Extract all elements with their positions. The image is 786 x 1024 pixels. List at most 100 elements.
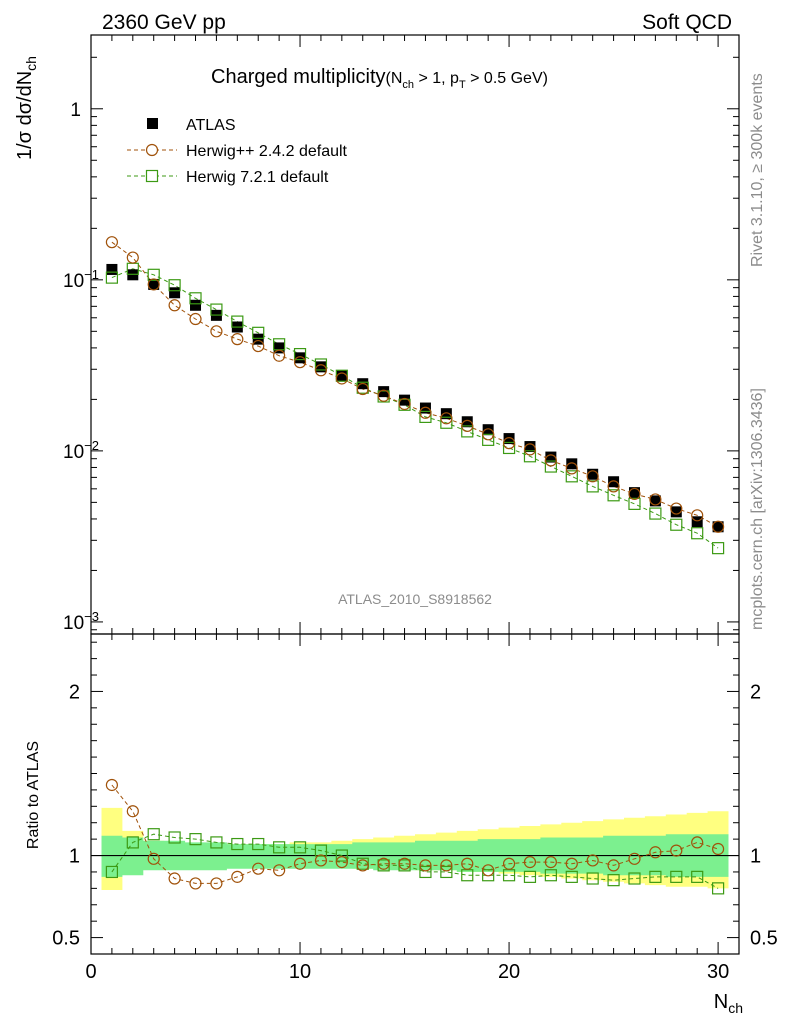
atlas-point (628, 487, 640, 499)
x-axis-title: Nch (714, 991, 743, 1016)
atlas-point (252, 333, 264, 345)
ratio-herwig7-point (231, 837, 244, 851)
ratio-herwigpp-point (210, 877, 223, 890)
herwig7-point (523, 450, 537, 463)
rivet-version-label: Rivet 3.1.10, ≥ 300k events (749, 73, 766, 267)
herwig7-point (711, 542, 725, 555)
main-line-herwig7 (111, 268, 719, 549)
herwig7-point (168, 279, 181, 292)
ratio-y-tick-label-right: 1 (750, 846, 761, 868)
herwigpp-point (105, 236, 119, 249)
legend-label-herwig7: Herwig 7.2.1 default (186, 169, 329, 186)
ratio-herwigpp-point (419, 859, 432, 872)
mcplots-label: mcplots.cern.ch [arXiv:1306.3436] (749, 388, 766, 630)
ratio-herwigpp-point (711, 842, 725, 856)
ratio-herwigpp-point (440, 859, 453, 872)
main-y-tick-label: 1 (70, 100, 81, 121)
herwigpp-point (711, 520, 725, 533)
ratio-herwigpp-point (252, 862, 265, 875)
legend-marker-atlas (147, 118, 158, 129)
ratio-herwigpp-point (126, 805, 139, 818)
herwigpp-point (356, 382, 369, 396)
atlas-point (545, 451, 557, 463)
atlas-point (419, 402, 431, 414)
herwig7-point (691, 527, 704, 540)
ratio-herwig7-point (105, 865, 119, 879)
atlas-point (712, 521, 724, 533)
legend: ATLAS Herwig++ 2.4.2 default Herwig 7.2.… (127, 117, 348, 186)
atlas-point (106, 263, 118, 275)
herwig7-point (231, 315, 244, 328)
ratio-plot-panel: 0.5 0.51 12 20 10 20 30 Ratio to ATLAS Nch (25, 633, 778, 1016)
herwig7-point (293, 347, 307, 361)
ratio-line-herwig7 (111, 833, 719, 889)
main-plot-marks (105, 236, 725, 555)
herwig7-point (502, 441, 516, 455)
herwig7-point (461, 425, 474, 438)
herwigpp-point (565, 462, 578, 475)
main-plot-panel: 10−3 10−2 10−1 1 1/σ dσ/dNch Charged multip… (14, 34, 740, 635)
herwigpp-point (628, 487, 641, 501)
header-left: 2360 GeV pp (102, 11, 226, 34)
ratio-y-axis-title: Ratio to ATLAS (25, 741, 42, 849)
herwigpp-point (419, 406, 432, 419)
ratio-herwigpp-point (544, 856, 557, 869)
ratio-herwig7-point (293, 841, 307, 854)
ratio-herwigpp-point (189, 877, 202, 890)
ratio-herwig7-point (168, 831, 181, 844)
atlas-point (691, 516, 703, 528)
x-tick-label: 20 (498, 961, 520, 983)
herwigpp-point (314, 364, 328, 377)
ratio-herwigpp-point (670, 844, 683, 857)
herwigpp-point (168, 299, 181, 312)
ratio-line-herwigpp (111, 784, 719, 884)
herwig7-point (210, 303, 223, 316)
x-tick-label: 0 (85, 961, 96, 983)
atlas-point (482, 424, 494, 436)
atlas-point (273, 342, 285, 354)
legend-label-herwigpp: Herwig++ 2.4.2 default (186, 143, 348, 160)
atlas-point (294, 352, 306, 364)
main-y-tick-label: 10−2 (63, 438, 99, 463)
main-line-herwigpp (111, 241, 719, 528)
herwigpp-point (586, 470, 599, 483)
herwig7-point (607, 489, 620, 502)
herwigpp-point (607, 480, 620, 493)
atlas-point (399, 394, 411, 406)
ratio-herwig7-point (482, 869, 495, 882)
ratio-tick-labels: 0.5 0.51 12 20 10 20 30 (52, 681, 778, 983)
ratio-herwigpp-point (231, 870, 244, 883)
atlas-point (566, 458, 578, 470)
atlas-point (461, 416, 473, 428)
plot-title: Charged multiplicity(Nch > 1, pT > 0.5 G… (211, 66, 548, 91)
ratio-herwigpp-point (147, 852, 160, 865)
ratio-plot-ticks (90, 634, 740, 955)
main-y-tick-labels: 10−3 10−2 10−1 1 (63, 100, 99, 634)
ratio-herwig7-point (314, 844, 328, 857)
herwigpp-point (231, 333, 244, 346)
ratio-herwig7-point (711, 882, 725, 895)
herwigpp-point (398, 397, 411, 411)
herwigpp-point (377, 389, 390, 402)
ratio-plot-frame (90, 633, 740, 955)
atlas-point (670, 506, 682, 518)
ratio-herwig7-point (273, 841, 286, 854)
herwig7-point (482, 433, 495, 446)
ratio-herwig7-point (628, 872, 641, 885)
ratio-herwigpp-point (377, 857, 390, 870)
legend-marker-herwigpp (145, 143, 159, 157)
ratio-herwigpp-point (335, 856, 348, 869)
ratio-herwigpp-point (482, 864, 495, 877)
ratio-y-tick-label-left: 0.5 (52, 928, 80, 950)
herwigpp-point (523, 443, 537, 456)
ratio-y-tick-label-left: 1 (69, 846, 80, 868)
herwig7-point (147, 268, 160, 281)
atlas-point (148, 278, 160, 290)
herwig7-point (314, 358, 328, 371)
herwigpp-point (482, 428, 495, 441)
legend-marker-herwig7 (145, 169, 159, 183)
herwigpp-point (273, 349, 286, 362)
atlas-point (587, 468, 599, 480)
ratio-plot-marks (91, 778, 739, 895)
herwig7-point (565, 470, 578, 483)
